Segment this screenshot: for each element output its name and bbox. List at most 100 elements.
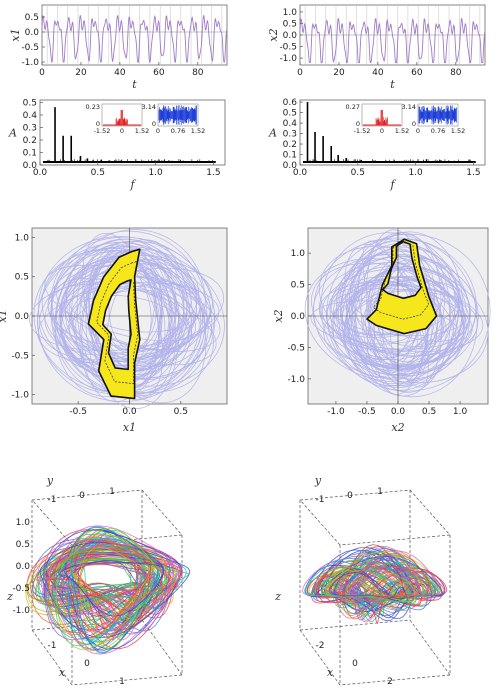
orbit [58, 260, 179, 381]
orbit [54, 238, 185, 393]
trajectory [70, 527, 159, 653]
y-tick-label: -0.5 [11, 351, 29, 361]
inset-ymax-label: 0.23 [86, 103, 100, 111]
plot-frame [41, 4, 228, 66]
orbit [360, 233, 451, 393]
orbit [51, 250, 190, 368]
trajectory [31, 547, 179, 625]
orbit [351, 249, 451, 368]
orbit [333, 280, 459, 338]
inset-x-tick: 0.76 [431, 127, 445, 135]
y-tick-label: 0.5 [15, 273, 29, 283]
inset-plot: 0.270-1.52 0 1.52 [346, 103, 410, 135]
orbit [320, 232, 463, 387]
inset-ymax-label: 0.27 [346, 103, 360, 111]
orbit [330, 276, 439, 336]
box-edge [409, 619, 451, 676]
inset-x-tick: 1.52 [191, 127, 205, 135]
x-tick-label: 0.5 [174, 407, 188, 417]
inset-x-tick: 1.52 [135, 127, 149, 135]
y-axis-label: x1 [9, 28, 22, 41]
x-axis-label: x2 [391, 421, 404, 434]
phase-portrait-x1: -0.5 0.0 0.5 -1.0 -0.5 0.0 0.5 1.0 x1 x1 [0, 227, 228, 434]
trajectory [338, 576, 421, 597]
inset-x-tick: -1.52 [354, 127, 371, 135]
trajectory-bundle [302, 544, 448, 625]
x-tick-label: 80 [192, 68, 204, 78]
inset-ymin-label: 0 [96, 120, 100, 128]
y-tick-label: 0.1 [23, 149, 37, 159]
x-tick-label: 0.0 [391, 407, 406, 417]
orbit [76, 244, 177, 400]
trajectory [76, 540, 145, 639]
z-tick-label: -1.0 [12, 606, 30, 616]
box-edge [71, 674, 183, 686]
x-tick-label: 0.5 [422, 407, 436, 417]
y-tick-label: 0.5 [23, 99, 37, 109]
y-tick-label: 0.0 [291, 312, 306, 322]
inset-x-tick: 0 [416, 127, 420, 135]
box-edge [339, 674, 451, 686]
box-edge [299, 489, 411, 501]
trajectory [44, 535, 172, 641]
z-tick-label: 0.5 [16, 540, 30, 550]
y-tick-label: -0.5 [287, 343, 305, 353]
trajectory [47, 543, 171, 634]
z-axis-label: z [274, 590, 281, 603]
spectrum-x2: 0.0 0.5 1.0 1.50.00.10.20.30.40.50.6fA0.270… [268, 98, 486, 191]
attractor-band [87, 248, 141, 400]
x-tick-label: 1.0 [408, 168, 423, 178]
x-tick-label: 1.5 [206, 168, 220, 178]
x-tick-label: 20 [75, 68, 87, 78]
x-tick-label: 0.5 [91, 168, 105, 178]
y-tick-label: 0.2 [23, 136, 37, 146]
orbit [318, 262, 459, 351]
orbit [347, 276, 465, 377]
y-tick-label: -1.0 [11, 391, 29, 401]
state-space-3d-right: -1 0 1 -2 0 2 y z x [274, 474, 451, 687]
trajectory [38, 548, 160, 610]
x-tick-label: 40 [114, 68, 126, 78]
y-tick-label: 0.5 [291, 281, 305, 291]
box-edge [141, 489, 183, 536]
y-tick-label: 0.0 [283, 161, 298, 171]
inset-ymax-label: 3.14 [142, 103, 156, 111]
time-series-x2: 0 20 40 60 80 -1.0-0.5 0.0 0.51.0 t x2 [267, 4, 486, 91]
trajectory [322, 559, 409, 610]
y-tick-label: 1.0 [15, 233, 30, 243]
trajectory [70, 533, 159, 647]
orbit [85, 243, 180, 410]
y-tick-label: 0.2 [283, 140, 297, 150]
inset-x-tick: -1.52 [94, 127, 111, 135]
x-axis-label: x [59, 666, 66, 679]
box-edge [299, 619, 411, 631]
series-line [299, 17, 486, 64]
x-tick-label: 80 [450, 68, 462, 78]
trajectory [39, 542, 191, 639]
y-tick-label: -1.0 [21, 58, 39, 68]
x-tick-label: -2 [316, 641, 325, 651]
x-tick-label: 60 [411, 68, 423, 78]
y-tick-label: 0.0 [23, 161, 38, 171]
x-tick-label: 0.0 [33, 168, 48, 178]
y-tick-label: 0.0 [25, 28, 40, 38]
x-tick-label: -1 [48, 641, 57, 651]
y-tick-label: -1 [48, 495, 57, 505]
y-tick-label: 0.4 [283, 119, 298, 129]
trajectory [324, 569, 445, 600]
inset-plot: 3.14 00 0.76 1.52 [142, 103, 206, 135]
orbit [44, 262, 192, 356]
trajectory [325, 570, 416, 603]
inset-ymin-label: 0 [356, 120, 360, 128]
x-tick-label: 20 [333, 68, 345, 78]
y-tick-label: -1.0 [287, 375, 305, 385]
y-tick-label: 0.5 [25, 13, 39, 23]
x-tick-label: 1 [119, 677, 125, 687]
state-space-3d-left: 1.0 0.5 0.0 -0.5 -1.0 -1 0 1 -1 0 1 y z x [6, 474, 191, 687]
x-tick-label: 40 [372, 68, 384, 78]
x-tick-label: -0.5 [358, 407, 376, 417]
y-tick-label: -0.5 [279, 43, 297, 53]
y-tick-label: 1 [377, 487, 383, 497]
trajectory [44, 561, 172, 612]
